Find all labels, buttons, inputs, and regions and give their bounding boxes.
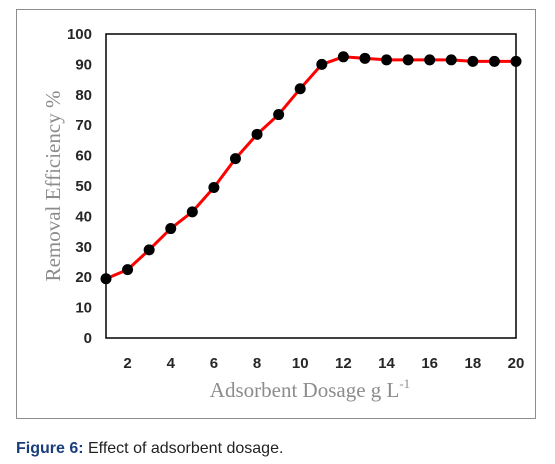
caption-text: Effect of adsorbent dosage.: [83, 440, 284, 457]
x-tick-label: 4: [167, 355, 176, 372]
y-tick-label: 20: [75, 269, 92, 286]
y-tick-label: 30: [75, 239, 92, 256]
caption-label: Figure 6:: [16, 440, 84, 457]
data-point: [445, 54, 457, 66]
y-tick-label: 0: [84, 330, 92, 347]
data-point: [294, 83, 306, 95]
data-point: [273, 109, 285, 121]
y-axis-title: Removal Efficiency %: [41, 91, 65, 282]
data-point: [229, 153, 241, 165]
x-axis-title: Adsorbent Dosage g L-1: [210, 376, 410, 402]
data-point: [251, 128, 263, 140]
y-tick-label: 50: [75, 178, 92, 195]
x-tick-label: 14: [378, 355, 395, 372]
data-point: [488, 55, 500, 67]
y-tick-label: 60: [75, 148, 92, 165]
data-point: [402, 54, 414, 66]
data-point: [122, 264, 134, 276]
plot-area: [105, 33, 517, 339]
data-point: [143, 244, 155, 256]
data-point: [381, 54, 393, 66]
x-tick-labels: 2 4 6 8 10 12 14 16 18 20: [123, 355, 524, 372]
figure-caption: Figure 6: Effect of adsorbent dosage.: [16, 440, 283, 458]
series-markers: [100, 51, 522, 285]
x-axis-title-superscript: -1: [399, 376, 410, 391]
x-tick-label: 18: [464, 355, 481, 372]
data-point: [359, 52, 371, 64]
x-tick-label: 8: [253, 355, 261, 372]
x-tick-label: 16: [421, 355, 438, 372]
data-point: [337, 51, 349, 63]
y-tick-label: 70: [75, 117, 92, 134]
data-point: [165, 223, 177, 235]
x-tick-label: 20: [508, 355, 525, 372]
data-point: [208, 182, 220, 194]
data-point: [424, 54, 436, 66]
y-tick-label: 100: [67, 26, 92, 43]
x-tick-label: 2: [123, 355, 131, 372]
x-tick-label: 10: [292, 355, 309, 372]
y-tick-labels: 0 10 20 30 40 50 60 70 80 90 100: [67, 26, 92, 347]
data-point: [510, 55, 522, 67]
data-point: [316, 58, 328, 70]
y-tick-label: 80: [75, 87, 92, 104]
data-point: [467, 55, 479, 67]
y-tick-label: 90: [75, 56, 92, 73]
y-tick-label: 10: [75, 300, 92, 317]
x-tick-label: 6: [210, 355, 218, 372]
x-tick-label: 12: [335, 355, 352, 372]
data-point: [100, 273, 112, 285]
y-tick-label: 40: [75, 208, 92, 225]
data-point: [186, 206, 198, 218]
